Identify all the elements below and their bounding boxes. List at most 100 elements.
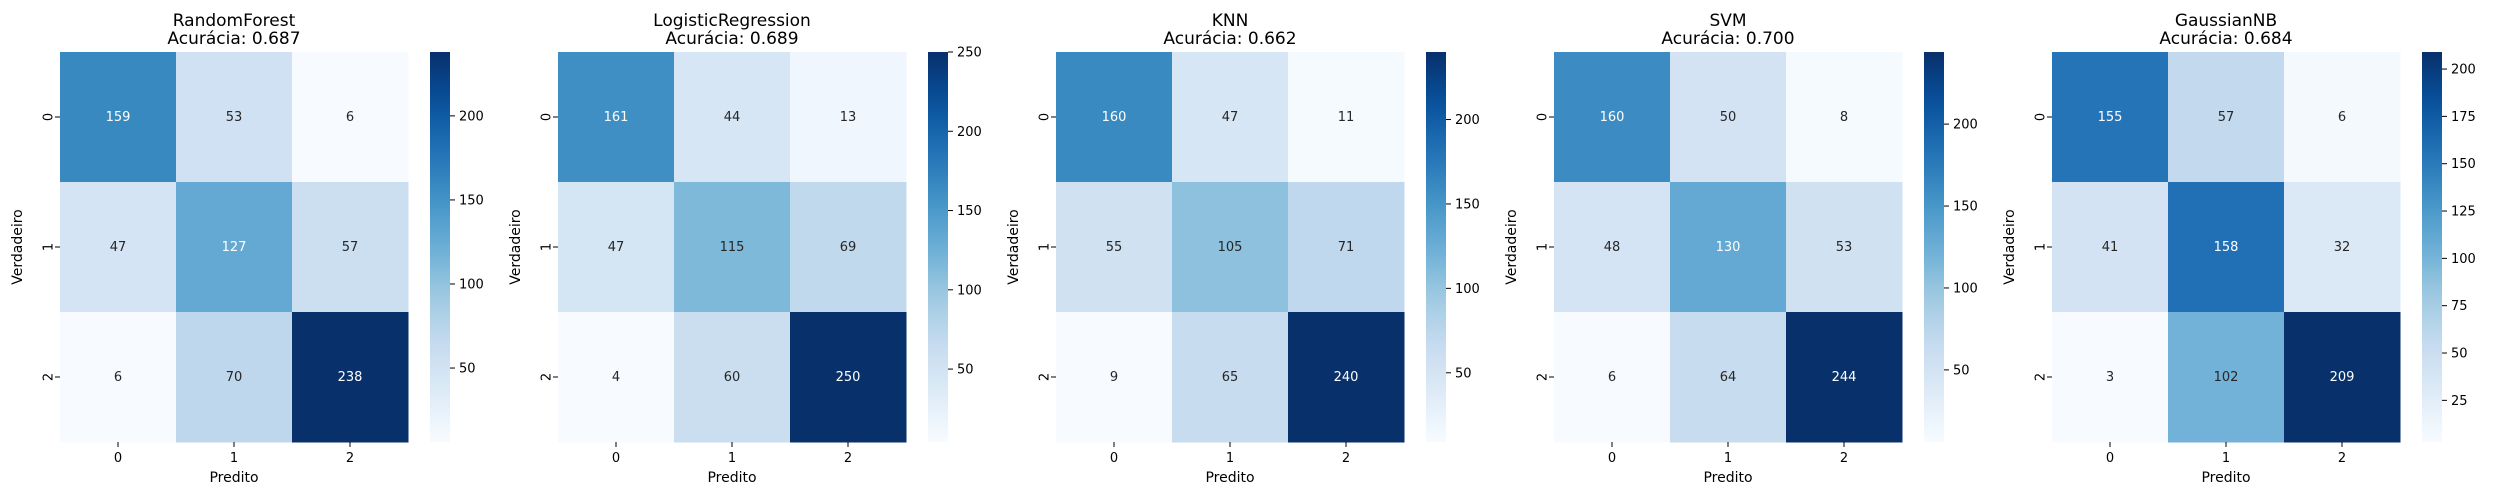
heatmap-cell — [2284, 182, 2401, 313]
chart-subtitle: Acurácia: 0.662 — [1163, 29, 1296, 49]
y-tick-label: 0 — [540, 113, 555, 121]
x-tick-label: 1 — [728, 451, 736, 466]
heatmap-cell — [1288, 182, 1405, 313]
cell-value-label: 8 — [1840, 110, 1848, 125]
x-axis-label: Predito — [2201, 470, 2250, 486]
cell-value-label: 238 — [338, 370, 363, 385]
heatmap-cell — [2052, 182, 2169, 313]
x-tick-label: 2 — [1342, 451, 1350, 466]
chart-title: LogisticRegression — [653, 11, 811, 31]
colorbar-tick-label: 125 — [2451, 205, 2476, 220]
cell-value-label: 47 — [110, 240, 127, 255]
cell-value-label: 6 — [1608, 370, 1616, 385]
x-tick-label: 2 — [1840, 451, 1848, 466]
x-tick-label: 1 — [2222, 451, 2230, 466]
cell-value-label: 102 — [2214, 370, 2239, 385]
colorbar-tick-label: 50 — [1455, 366, 1472, 381]
colorbar-tick-label: 175 — [2451, 110, 2476, 125]
cell-value-label: 71 — [1338, 240, 1355, 255]
y-tick-label: 2 — [42, 373, 57, 381]
colorbar — [2422, 52, 2442, 442]
colorbar-tick-label: 150 — [2451, 157, 2476, 172]
cell-value-label: 41 — [2102, 240, 2119, 255]
cell-value-label: 160 — [1102, 110, 1127, 125]
cell-value-label: 3 — [2106, 370, 2114, 385]
chart-subtitle: Acurácia: 0.687 — [167, 29, 300, 49]
colorbar-tick-label: 25 — [2451, 394, 2468, 409]
cell-value-label: 11 — [1338, 110, 1355, 125]
x-axis-label: Predito — [209, 470, 258, 486]
heatmap-cell — [2052, 52, 2169, 183]
colorbar-tick-label: 150 — [1953, 200, 1978, 215]
heatmap-cell — [176, 182, 293, 313]
x-tick-label: 0 — [1608, 451, 1616, 466]
y-tick-label: 1 — [540, 243, 555, 251]
x-tick-label: 0 — [1110, 451, 1118, 466]
cell-value-label: 158 — [2214, 240, 2239, 255]
y-tick-label: 0 — [1038, 113, 1053, 121]
heatmap-cell — [1172, 312, 1289, 443]
heatmap-cell — [1288, 52, 1405, 183]
heatmap-cell — [1786, 182, 1903, 313]
x-tick-label: 1 — [230, 451, 238, 466]
heatmap-cell — [558, 312, 675, 443]
y-tick-label: 1 — [1536, 243, 1551, 251]
cell-value-label: 4 — [612, 370, 620, 385]
cell-value-label: 13 — [840, 110, 857, 125]
cell-value-label: 32 — [2334, 240, 2351, 255]
x-tick-label: 2 — [844, 451, 852, 466]
heatmap-cell — [674, 52, 791, 183]
x-tick-label: 1 — [1226, 451, 1234, 466]
colorbar-tick-label: 75 — [2451, 299, 2468, 314]
heatmap-cell — [2284, 52, 2401, 183]
x-axis-label: Predito — [1703, 470, 1752, 486]
colorbar-tick-label: 100 — [957, 283, 982, 298]
cell-value-label: 53 — [1836, 240, 1853, 255]
heatmap-cell — [790, 182, 907, 313]
heatmap-cell — [2168, 182, 2285, 313]
colorbar-tick-label: 50 — [459, 362, 476, 377]
cell-value-label: 155 — [2098, 110, 2123, 125]
chart-title: RandomForest — [173, 11, 296, 31]
x-axis-label: Predito — [1205, 470, 1254, 486]
heatmap-cell — [1670, 312, 1787, 443]
colorbar — [430, 52, 450, 442]
heatmap-cell — [176, 52, 293, 183]
y-axis-label: Verdadeiro — [10, 209, 26, 284]
cell-value-label: 64 — [1720, 370, 1737, 385]
heatmap-cell — [1172, 52, 1289, 183]
heatmap-cell — [1670, 52, 1787, 183]
heatmap-cell — [2284, 312, 2401, 443]
heatmap-cell — [790, 52, 907, 183]
x-tick-label: 2 — [346, 451, 354, 466]
y-tick-label: 0 — [1536, 113, 1551, 121]
heatmap-cell — [1056, 52, 1173, 183]
colorbar-tick-label: 150 — [459, 193, 484, 208]
cell-value-label: 161 — [604, 110, 629, 125]
cell-value-label: 47 — [1222, 110, 1239, 125]
cell-value-label: 209 — [2330, 370, 2355, 385]
chart-title: SVM — [1709, 11, 1746, 31]
heatmap-cell — [674, 182, 791, 313]
heatmap-cell — [292, 182, 409, 313]
x-tick-label: 0 — [114, 451, 122, 466]
colorbar-tick-label: 200 — [1455, 113, 1480, 128]
heatmap-cell — [1172, 182, 1289, 313]
y-tick-label: 1 — [2034, 243, 2049, 251]
y-tick-label: 1 — [42, 243, 57, 251]
cell-value-label: 53 — [226, 110, 243, 125]
y-tick-label: 0 — [42, 113, 57, 121]
cell-value-label: 57 — [342, 240, 359, 255]
heatmap-cell — [60, 182, 177, 313]
y-axis-label: Verdadeiro — [508, 209, 524, 284]
cell-value-label: 55 — [1106, 240, 1123, 255]
chart-subtitle: Acurácia: 0.689 — [665, 29, 798, 49]
heatmap-cell — [60, 312, 177, 443]
cell-value-label: 70 — [226, 370, 243, 385]
heatmap-cell — [790, 312, 907, 443]
cell-value-label: 6 — [346, 110, 354, 125]
x-tick-label: 0 — [612, 451, 620, 466]
colorbar-tick-label: 50 — [957, 363, 974, 378]
